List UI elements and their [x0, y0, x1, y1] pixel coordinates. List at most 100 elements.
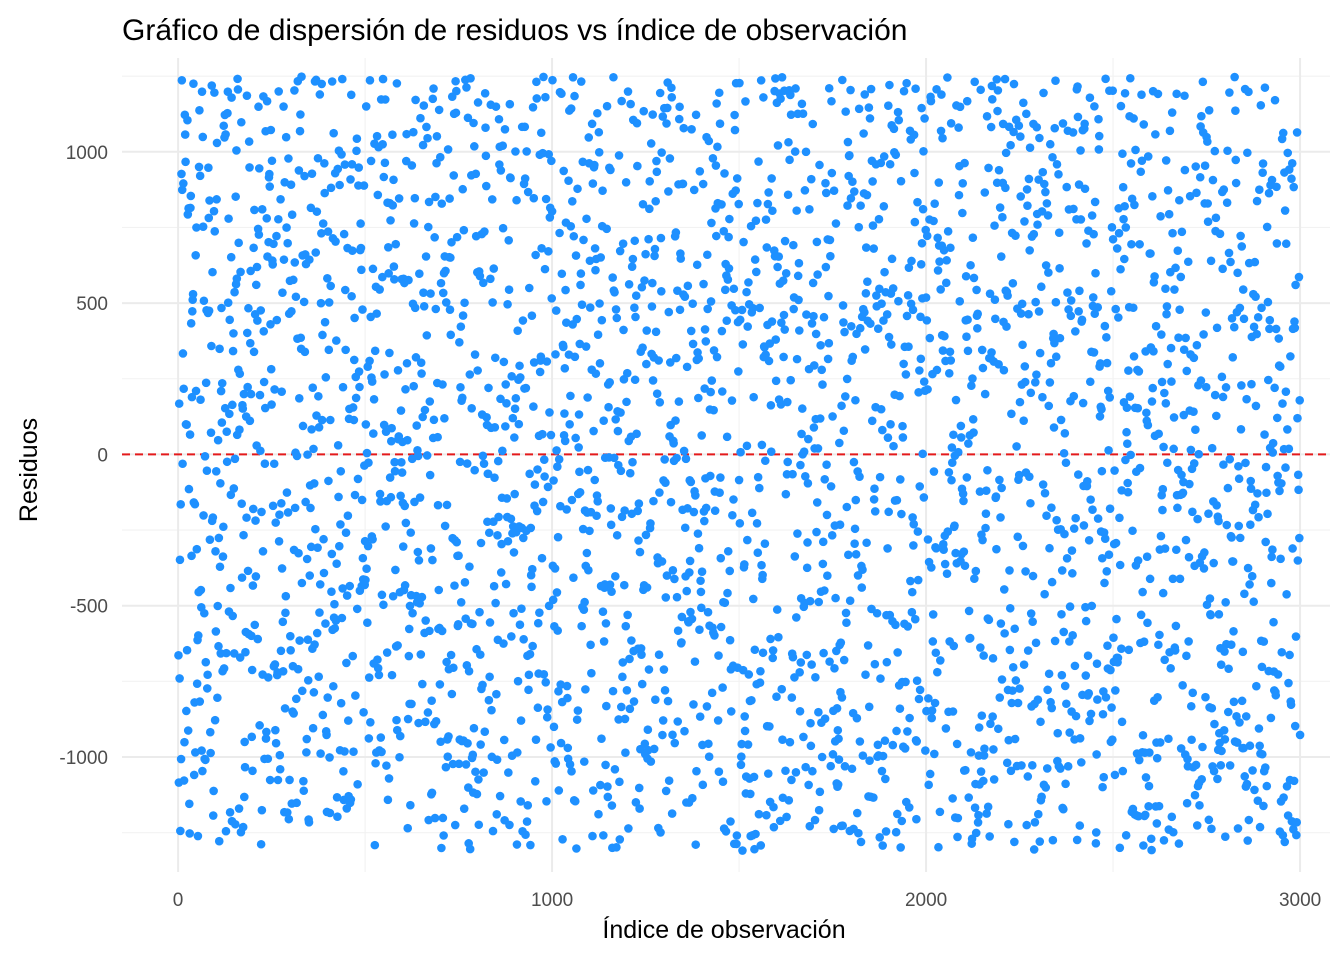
data-point: [802, 563, 812, 573]
data-point: [291, 292, 301, 302]
data-point: [795, 326, 804, 335]
data-point: [737, 305, 747, 315]
data-point: [1198, 77, 1208, 87]
data-point: [1084, 688, 1094, 698]
data-point: [325, 808, 335, 818]
data-point: [481, 151, 491, 161]
data-point: [322, 730, 331, 740]
data-point: [576, 77, 586, 86]
data-point: [1207, 703, 1217, 713]
data-point: [1293, 413, 1302, 423]
data-point: [749, 392, 758, 402]
data-point: [822, 510, 832, 520]
y-tick-label: 0: [97, 445, 108, 466]
data-point: [855, 737, 865, 746]
data-point: [498, 446, 507, 456]
data-point: [521, 383, 531, 393]
data-point: [885, 80, 894, 90]
data-point: [703, 607, 713, 617]
data-point: [734, 199, 744, 209]
data-point: [259, 377, 269, 387]
data-point: [936, 285, 945, 294]
data-point: [801, 147, 811, 157]
data-point: [1158, 505, 1167, 515]
data-point: [1151, 130, 1160, 139]
data-point: [667, 92, 677, 102]
data-point: [183, 115, 192, 125]
data-point: [854, 222, 864, 232]
data-point: [670, 738, 680, 748]
data-point: [576, 280, 585, 290]
data-point: [1127, 239, 1136, 249]
y-tick-label: 1000: [66, 143, 108, 164]
data-point: [1147, 397, 1157, 406]
data-point: [1274, 334, 1284, 343]
data-point: [237, 499, 246, 509]
data-point: [699, 279, 708, 289]
data-point: [531, 735, 541, 744]
data-point: [202, 466, 212, 476]
data-point: [627, 636, 636, 645]
data-point: [219, 522, 228, 532]
data-point: [759, 93, 768, 102]
data-point: [872, 291, 881, 300]
data-point: [1139, 637, 1149, 646]
data-point: [417, 369, 426, 378]
data-point: [723, 546, 733, 556]
data-point: [226, 490, 236, 500]
data-point: [599, 831, 608, 840]
data-point: [303, 635, 313, 644]
data-point: [726, 707, 736, 716]
data-point: [1149, 346, 1158, 356]
data-point: [1036, 717, 1045, 727]
data-point: [867, 416, 877, 426]
data-point: [542, 796, 551, 806]
data-point: [246, 389, 256, 399]
data-point: [560, 364, 570, 373]
data-point: [228, 400, 237, 410]
data-point: [1050, 636, 1060, 646]
data-point: [947, 475, 956, 485]
data-point: [275, 764, 285, 774]
data-point: [513, 676, 523, 686]
data-point: [314, 391, 323, 401]
data-point: [414, 718, 423, 728]
data-point: [386, 216, 395, 225]
data-point: [640, 739, 650, 749]
data-point: [1167, 108, 1177, 117]
data-point: [375, 489, 385, 499]
data-point: [205, 727, 215, 737]
data-point: [561, 285, 570, 295]
data-point: [1249, 597, 1259, 607]
y-axis-title: Residuos: [15, 418, 43, 522]
data-point: [1097, 404, 1106, 414]
data-point: [354, 163, 364, 172]
data-point: [968, 414, 978, 424]
data-point: [974, 723, 984, 732]
data-point: [612, 843, 621, 852]
data-point: [1038, 167, 1048, 177]
data-point: [1191, 760, 1201, 770]
data-point: [822, 460, 831, 469]
data-point: [194, 162, 204, 172]
data-point: [978, 363, 988, 373]
data-point: [1068, 631, 1077, 640]
data-point: [450, 820, 460, 830]
data-point: [435, 680, 445, 689]
data-point: [1257, 303, 1266, 313]
data-point: [1070, 661, 1080, 671]
data-point: [873, 740, 883, 750]
data-point: [1019, 660, 1029, 669]
data-point: [263, 673, 273, 682]
data-point: [730, 125, 740, 135]
data-point: [740, 726, 750, 736]
data-point: [902, 78, 911, 88]
data-point: [682, 362, 692, 372]
data-point: [881, 827, 891, 836]
data-point: [254, 102, 263, 112]
data-point: [270, 660, 280, 669]
data-point: [332, 559, 341, 568]
data-point: [553, 462, 562, 472]
data-point: [893, 107, 903, 117]
data-point: [1154, 640, 1163, 650]
